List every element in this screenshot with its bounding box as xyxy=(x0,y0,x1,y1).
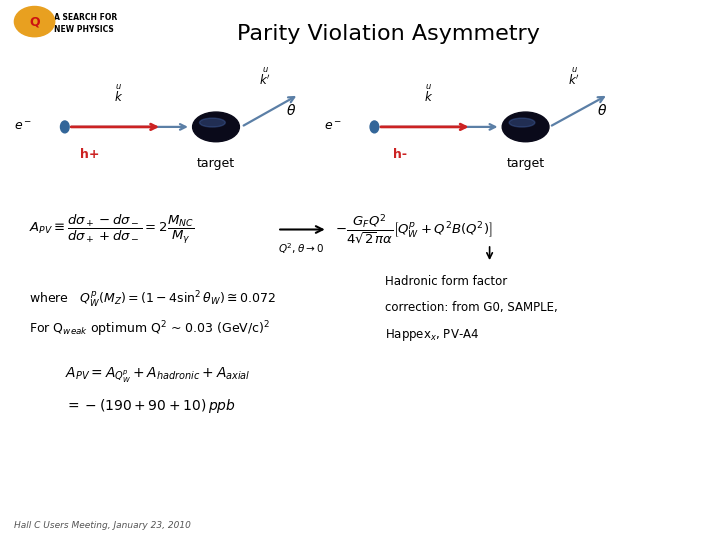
Text: Happex$_x$, PV-A4: Happex$_x$, PV-A4 xyxy=(385,327,480,343)
Text: $=-(190+90+10)\,ppb$: $=-(190+90+10)\,ppb$ xyxy=(65,397,235,415)
Text: h+: h+ xyxy=(80,148,100,161)
Ellipse shape xyxy=(193,112,239,141)
Text: $\theta$: $\theta$ xyxy=(287,103,297,118)
Text: $e^-$: $e^-$ xyxy=(324,120,342,133)
Text: correction: from G0, SAMPLE,: correction: from G0, SAMPLE, xyxy=(385,301,558,314)
Text: target: target xyxy=(197,157,235,170)
Ellipse shape xyxy=(509,118,535,127)
Ellipse shape xyxy=(503,112,549,141)
Text: $A_{PV}\equiv\dfrac{d\sigma_+-d\sigma_-}{d\sigma_++d\sigma_-}=2\dfrac{M_{NC}}{M_: $A_{PV}\equiv\dfrac{d\sigma_+-d\sigma_-}… xyxy=(29,213,194,246)
Ellipse shape xyxy=(199,118,225,127)
Text: Hadronic form factor: Hadronic form factor xyxy=(385,275,508,288)
Text: $\overset{u}{k}$: $\overset{u}{k}$ xyxy=(424,84,433,105)
Text: $\theta$: $\theta$ xyxy=(597,103,607,118)
Text: target: target xyxy=(507,157,544,170)
Text: $e^-$: $e^-$ xyxy=(14,120,32,133)
Text: A SEARCH FOR
NEW PHYSICS: A SEARCH FOR NEW PHYSICS xyxy=(54,14,117,35)
Text: For Q$_{weak}$ optimum Q$^2$ ~ 0.03 (GeV/c)$^2$: For Q$_{weak}$ optimum Q$^2$ ~ 0.03 (GeV… xyxy=(29,320,270,339)
Text: h-: h- xyxy=(392,148,407,161)
Text: $\overset{u}{k}$: $\overset{u}{k}$ xyxy=(114,84,123,105)
Ellipse shape xyxy=(370,121,379,133)
Text: $\overset{u}{k'}$: $\overset{u}{k'}$ xyxy=(568,66,580,87)
Text: $A_{PV}=A_{Q_W^p}+A_{hadronic}+A_{axial}$: $A_{PV}=A_{Q_W^p}+A_{hadronic}+A_{axial}… xyxy=(65,366,251,385)
Text: Hall C Users Meeting, January 23, 2010: Hall C Users Meeting, January 23, 2010 xyxy=(14,521,192,530)
Text: Q: Q xyxy=(30,15,40,28)
Circle shape xyxy=(14,6,55,37)
Text: $\overset{u}{k'}$: $\overset{u}{k'}$ xyxy=(259,66,271,87)
Text: $Q^2,\theta\to 0$: $Q^2,\theta\to 0$ xyxy=(278,241,324,256)
Text: $-\dfrac{G_FQ^2}{4\sqrt{2}\pi\alpha}\left[Q_W^p+Q^2B(Q^2)\right]$: $-\dfrac{G_FQ^2}{4\sqrt{2}\pi\alpha}\lef… xyxy=(335,212,492,247)
Text: Parity Violation Asymmetry: Parity Violation Asymmetry xyxy=(238,24,540,44)
Text: where   $Q_W^p(M_Z)=(1-4\sin^2\theta_W)\cong 0.072$: where $Q_W^p(M_Z)=(1-4\sin^2\theta_W)\co… xyxy=(29,289,276,308)
Ellipse shape xyxy=(60,121,69,133)
